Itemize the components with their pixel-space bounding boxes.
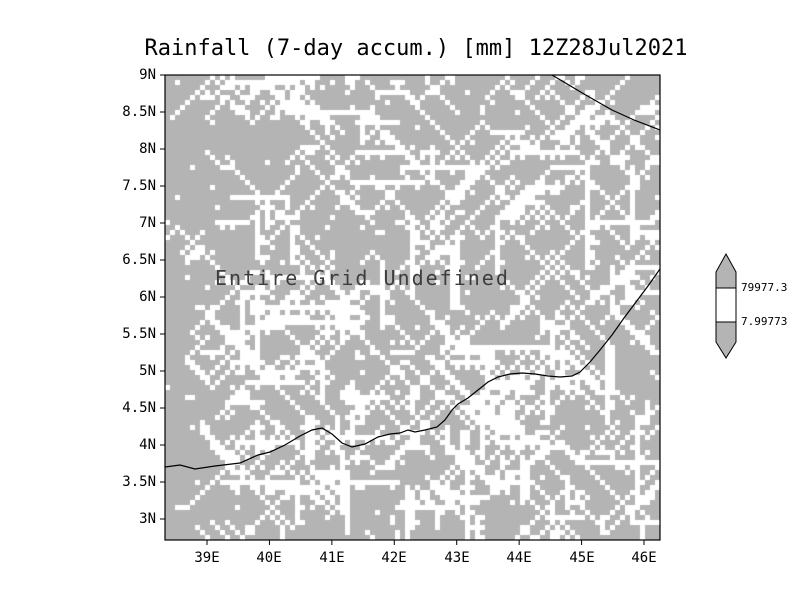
y-tick-label: 7.5N	[122, 178, 156, 194]
x-tick-label: 43E	[444, 550, 470, 566]
plot-area: Entire Grid Undefined	[165, 75, 660, 540]
colorbar-bottom-arrow	[715, 321, 737, 359]
x-tick-label: 45E	[569, 550, 595, 566]
x-tick-label: 44E	[506, 550, 532, 566]
colorbar	[715, 252, 737, 359]
x-tick-label: 41E	[319, 550, 345, 566]
y-tick-label: 3.5N	[122, 474, 156, 490]
y-tick-label: 5N	[139, 363, 156, 379]
y-tick-label: 9N	[139, 67, 156, 83]
x-tick-label: 46E	[631, 550, 657, 566]
undefined-grid-canvas	[165, 75, 660, 540]
x-tick-label: 39E	[194, 550, 220, 566]
y-tick-label: 4.5N	[122, 400, 156, 416]
undefined-grid-message: Entire Grid Undefined	[215, 266, 510, 290]
colorbar-max-label: 79977.3	[741, 281, 788, 294]
colorbar-min-label: 7.99773	[741, 315, 788, 328]
y-tick-label: 6.5N	[122, 252, 156, 268]
y-tick-label: 5.5N	[122, 326, 156, 342]
y-tick-label: 3N	[139, 511, 156, 527]
y-tick-label: 7N	[139, 215, 156, 231]
y-tick-label: 8N	[139, 141, 156, 157]
y-tick-label: 8.5N	[122, 104, 156, 120]
x-tick-label: 42E	[381, 550, 407, 566]
y-tick-label: 4N	[139, 437, 156, 453]
plot-title: Rainfall (7-day accum.) [mm] 12Z28Jul202…	[144, 36, 688, 61]
x-tick-label: 40E	[256, 550, 282, 566]
colorbar-mid-segment	[715, 287, 737, 323]
colorbar-top-arrow	[715, 252, 737, 289]
y-tick-label: 6N	[139, 289, 156, 305]
